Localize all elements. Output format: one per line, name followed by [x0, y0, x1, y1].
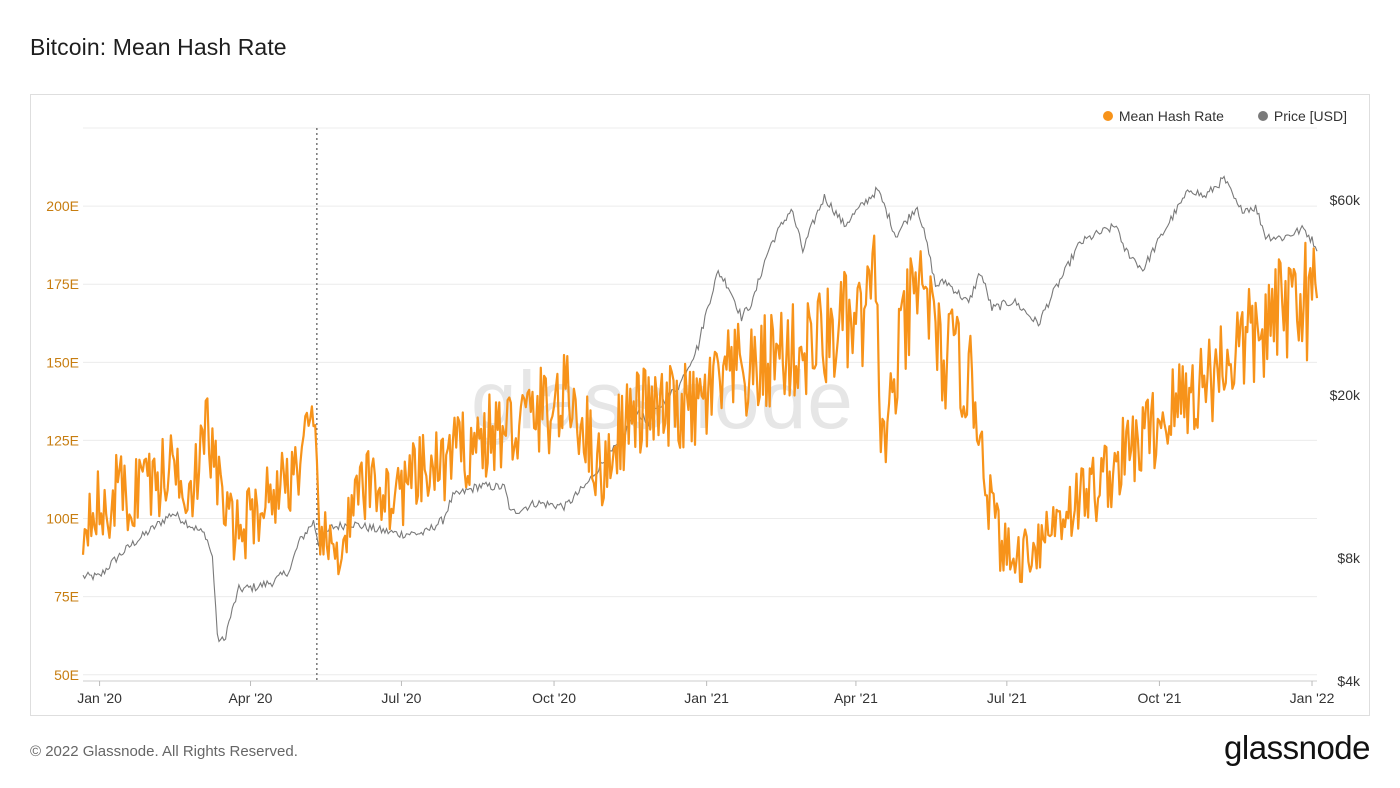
- x-tick-label: Jul '20: [381, 690, 421, 706]
- y-left-tick-label: 125E: [46, 432, 79, 448]
- y-left-tick-label: 150E: [46, 354, 79, 370]
- series-line-mean-hash-rate: [81, 234, 1319, 584]
- x-tick-label: Jan '21: [684, 690, 729, 706]
- chart-legend: Mean Hash Rate Price [USD]: [1102, 108, 1347, 124]
- y-right-tick-label: $4k: [1337, 673, 1361, 689]
- series-line-price: [82, 175, 1318, 643]
- chart-plot: 50E 75E 100E 125E 150E 175E 200E $4k $8k $20k $60k…: [46, 127, 1361, 706]
- y-left-tick-label: 100E: [46, 511, 79, 527]
- y-left-tick-label: 50E: [54, 667, 79, 683]
- x-tick-label: Jan '20: [77, 690, 122, 706]
- x-tick-label: Jul '21: [987, 690, 1027, 706]
- legend-item-hash-rate[interactable]: Mean Hash Rate: [1102, 108, 1224, 124]
- y-right-tick-label: $20k: [1330, 387, 1361, 403]
- y-left-tick-label: 75E: [54, 589, 79, 605]
- x-tick-label: Apr '20: [229, 690, 273, 706]
- footer-copyright: © 2022 Glassnode. All Rights Reserved.: [30, 743, 298, 760]
- glassnode-logo[interactable]: glassnode: [1224, 729, 1370, 766]
- legend-label-hash-rate: Mean Hash Rate: [1118, 108, 1224, 124]
- x-tick-label: Apr '21: [834, 690, 878, 706]
- x-tick-label: Oct '20: [532, 690, 576, 706]
- chart-panel: glassnode 50E 75E 100E 125E 150E 175E 200E $4k $…: [30, 94, 1370, 716]
- legend-dot-price: [1257, 111, 1268, 121]
- y-right-tick-label: $8k: [1337, 550, 1361, 566]
- chart-title: Bitcoin: Mean Hash Rate: [30, 34, 287, 60]
- legend-dot-hash-rate: [1102, 111, 1113, 121]
- legend-item-price[interactable]: Price [USD]: [1257, 108, 1347, 124]
- y-right-tick-label: $60k: [1330, 192, 1361, 208]
- y-left-tick-label: 200E: [46, 198, 79, 214]
- legend-label-price: Price [USD]: [1273, 108, 1347, 124]
- x-tick-label: Jan '22: [1290, 690, 1335, 706]
- x-tick-label: Oct '21: [1137, 690, 1181, 706]
- y-left-tick-label: 175E: [46, 276, 79, 292]
